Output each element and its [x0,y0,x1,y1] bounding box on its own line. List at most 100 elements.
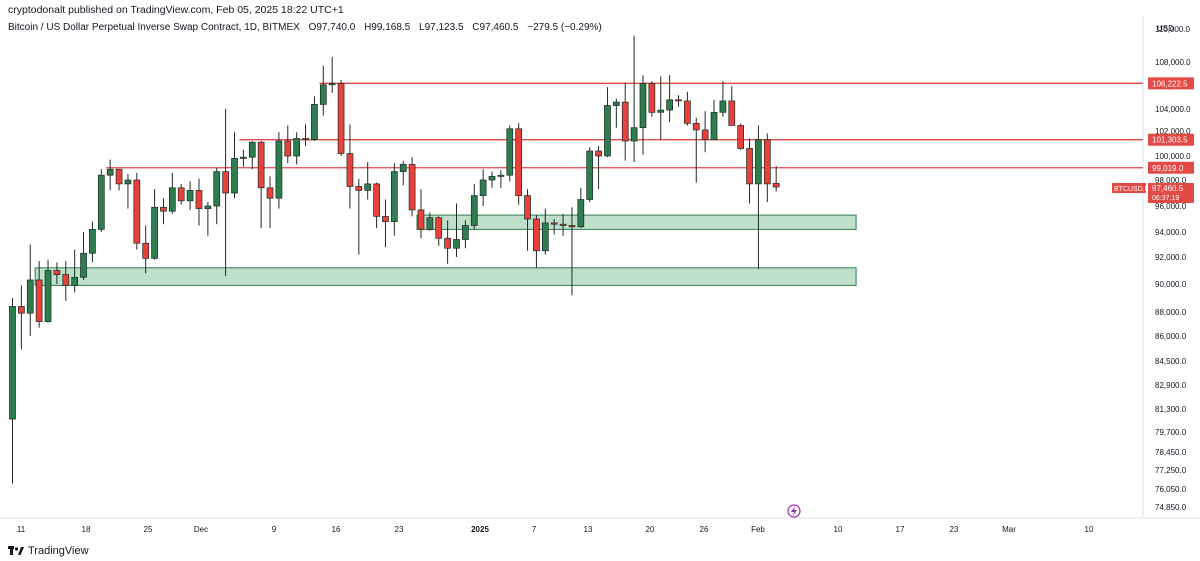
candle [80,232,87,280]
candle-body [648,83,656,113]
symbol-info: Bitcoin / US Dollar Perpetual Inverse Sw… [8,22,608,33]
symbol-title: Bitcoin / US Dollar Perpetual Inverse Sw… [8,22,300,33]
candle [755,125,762,270]
candle [550,219,558,235]
candle [568,207,576,296]
time-tick-label: 9 [272,525,277,534]
candle-body [346,153,354,187]
level-price-text: 99,019.0 [1152,164,1184,173]
candle-body [168,187,176,212]
time-tick-label: 18 [82,525,91,534]
candle-body [417,209,425,230]
candle-body [364,183,372,191]
ohlc-open: O97,740.0 [308,22,356,33]
time-tick-label: 13 [584,525,593,534]
candle [541,208,549,255]
candle-body [204,205,212,209]
candle [275,132,283,209]
price-axis-unit: USD [1157,24,1174,33]
level-price-text: 106,222.5 [1152,79,1188,88]
candle [160,198,167,225]
candle [9,298,16,484]
candle-body [639,83,647,129]
candle [684,91,691,126]
candle [346,124,354,209]
candle [515,123,523,205]
candle-body [355,186,363,191]
price-tick-label: 94,000.0 [1155,228,1187,237]
candle [763,133,771,203]
candle [435,216,443,246]
candle [710,99,718,141]
support-zone [34,267,857,286]
ticker-text: BTCUSD.P [1114,186,1150,193]
candle-body [621,101,629,142]
candle [240,149,247,167]
candle [470,183,478,230]
time-tick-label: 10 [1085,525,1094,534]
candle [772,165,780,192]
candle [151,189,158,260]
price-tick-label: 110,000.0 [1155,25,1191,34]
candle [62,261,70,301]
candle-body [284,140,292,157]
ohlc-high: H99,168.5 [364,22,411,33]
price-tick-label: 79,700.0 [1155,428,1187,437]
candle-body [35,279,43,322]
time-tick-label: 23 [950,525,959,534]
time-tick-label: 25 [144,525,153,534]
candle-body [657,109,665,113]
candle-body [382,216,389,222]
candle-body [444,237,451,249]
price-tick-label: 104,000.0 [1155,105,1191,114]
price-tick-label: 108,000.0 [1155,58,1191,67]
time-tick-label: 23 [395,525,404,534]
candle [701,111,709,153]
level-price-text: 101,303.5 [1152,136,1188,145]
candle-body [497,174,505,177]
candle [479,169,487,206]
candle [124,174,132,209]
candle-body [89,229,96,254]
candle-body [577,199,585,228]
candle-body [568,225,576,228]
time-tick-label: 7 [532,525,537,534]
candle [559,213,567,236]
candle-body [612,101,620,106]
candle-body [71,276,79,286]
footer-brand: TradingView [8,545,89,557]
time-tick-label: 17 [896,525,905,534]
publisher-line: cryptodonalt published on TradingView.co… [8,4,344,16]
candle-body [701,129,709,141]
candle-body [311,104,318,141]
candle-body [737,125,745,149]
time-tick-label: Dec [194,525,208,534]
time-tick-label: 26 [700,525,709,534]
candle-body [541,222,549,252]
candle-body [231,158,238,194]
candle-body [728,100,736,126]
price-tick-label: 74,850.0 [1155,503,1187,512]
ohlc-low: L97,123.5 [419,22,464,33]
candle-body [186,190,194,202]
candle-body [479,179,487,196]
candle-body [328,83,336,86]
candle [364,162,372,200]
candle [35,261,43,328]
candle [399,160,407,186]
candle-body [524,195,531,220]
candle [488,171,496,188]
ticker-tag [1112,183,1146,194]
candle-body [151,206,158,259]
tradingview-logo-icon [8,546,24,555]
candle-body [666,99,673,111]
level-price-tag [1148,161,1194,174]
candle [168,172,176,214]
candle-body [97,174,105,230]
price-tick-label: 77,250.0 [1155,466,1187,475]
candle [612,98,620,128]
price-tick-label: 84,500.0 [1155,357,1187,366]
price-tick-label: 102,000.0 [1155,127,1191,136]
price-tick-label: 90,000.0 [1155,280,1187,289]
